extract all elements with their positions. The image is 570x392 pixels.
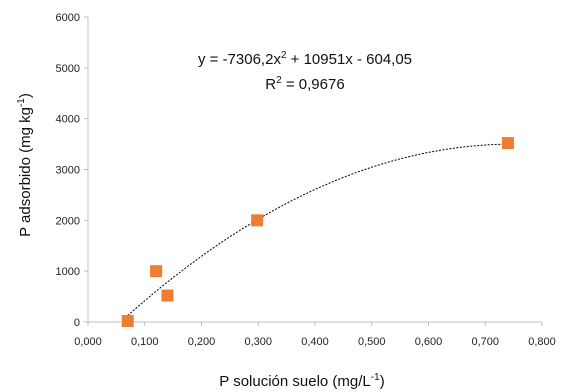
x-tick-label: 0,600 (415, 336, 443, 348)
y-axis-ticks: 0 1000 2000 3000 4000 5000 6000 (56, 12, 88, 329)
y-tick-label: 4000 (56, 114, 80, 126)
data-point (150, 265, 163, 278)
trendline (127, 143, 508, 316)
x-tick-label: 0,100 (131, 336, 159, 348)
y-axis-title-end: ) (17, 93, 34, 98)
y-tick-label: 2000 (56, 215, 80, 227)
x-tick-label: 0,000 (74, 336, 102, 348)
y-tick-label: 0 (74, 317, 80, 329)
r2-label: R2 = 0,9676 (265, 75, 344, 93)
data-point (161, 289, 174, 302)
plot-area: 0,000 0,100 0,200 0,300 0,400 0,500 0,600 0,700… (56, 12, 556, 348)
x-tick-label: 0,700 (471, 336, 499, 348)
equation-main: y = -7306,2x (198, 51, 281, 68)
y-axis-title-sup: -1 (16, 98, 27, 107)
x-tick-label: 0,800 (528, 336, 556, 348)
x-axis-title-main: P solución suelo (mg/L (219, 373, 370, 390)
x-tick-label: 0,300 (244, 336, 272, 348)
equation-label: y = -7306,2x2 + 10951x - 604,05 (198, 50, 412, 68)
r2-sup: 2 (276, 75, 282, 86)
x-tick-label: 0,200 (188, 336, 216, 348)
x-tick-label: 0,400 (301, 336, 329, 348)
x-axis-title-end: ) (380, 373, 385, 390)
y-axis-title-main: P adsorbido (mg kg (17, 107, 34, 237)
equation-sup: 2 (281, 50, 287, 61)
x-tick-label: 0,500 (358, 336, 386, 348)
equation-end: + 10951x - 604,05 (287, 51, 413, 68)
data-point (251, 214, 264, 227)
r2-end: = 0,9676 (282, 76, 345, 93)
y-tick-label: 1000 (56, 266, 80, 278)
x-axis-ticks: 0,000 0,100 0,200 0,300 0,400 0,500 0,600 0,700… (74, 322, 556, 348)
y-tick-label: 3000 (56, 165, 80, 177)
x-axis-title: P solución suelo (mg/L-1) (219, 372, 384, 390)
data-point (501, 137, 514, 150)
y-tick-label: 5000 (56, 63, 80, 75)
y-tick-label: 6000 (56, 12, 80, 24)
x-axis-title-sup: -1 (371, 372, 380, 383)
y-axis-title: P adsorbido (mg kg-1) (16, 93, 34, 237)
r2-main: R (265, 76, 276, 93)
data-point (121, 314, 134, 327)
data-points (121, 137, 514, 327)
